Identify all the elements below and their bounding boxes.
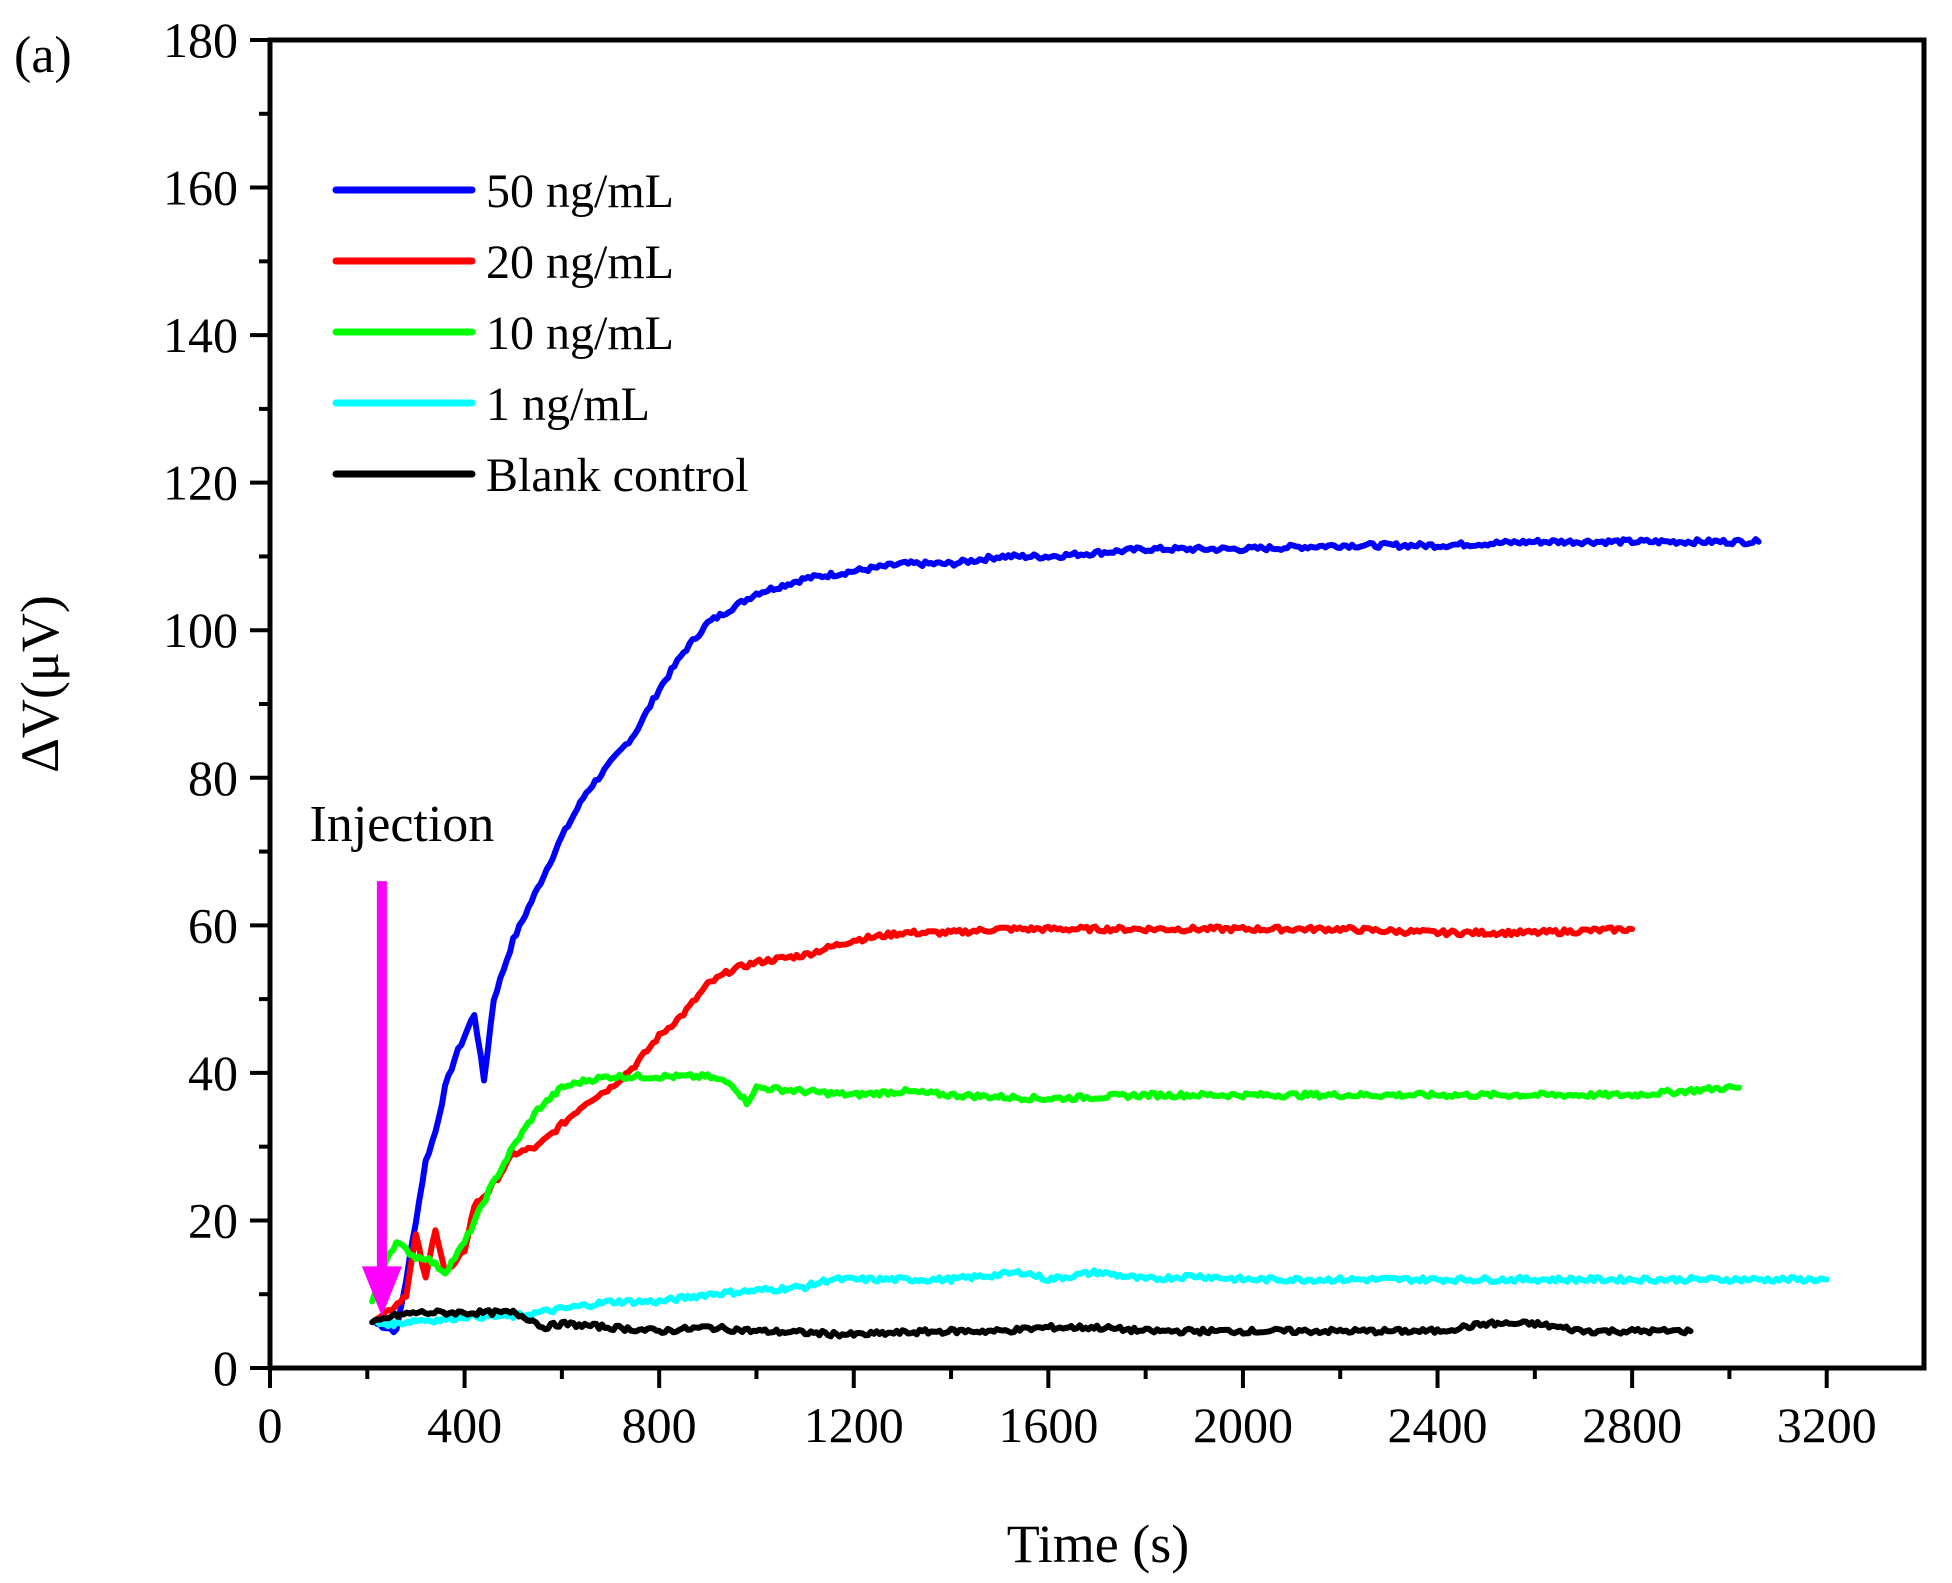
x-tick-label: 1600	[998, 1397, 1098, 1453]
x-tick-label: 400	[427, 1397, 502, 1453]
y-tick-label: 100	[163, 602, 238, 658]
y-tick-label: 120	[163, 455, 238, 511]
series-line-10-ng-ml	[369, 1071, 1743, 1305]
injection-label: Injection	[309, 796, 494, 853]
x-tick-label: 3200	[1777, 1397, 1877, 1453]
y-tick-label: 0	[213, 1340, 238, 1396]
series-line-20-ng-ml	[374, 923, 1636, 1322]
legend-label: 1 ng/mL	[486, 378, 650, 431]
x-tick-label: 2800	[1582, 1397, 1682, 1453]
y-tick-label: 160	[163, 160, 238, 216]
injection-arrow-head	[361, 1266, 402, 1317]
series-line-blank-control	[369, 1307, 1694, 1340]
y-tick-label: 40	[188, 1045, 238, 1101]
x-tick-label: 0	[258, 1397, 283, 1453]
x-tick-label: 2400	[1388, 1397, 1488, 1453]
x-tick-label: 800	[622, 1397, 697, 1453]
y-axis-title: ΔV(μV)	[10, 595, 70, 773]
y-tick-label: 180	[163, 12, 238, 68]
series-layer	[369, 536, 1830, 1340]
x-axis-title: Time (s)	[1007, 1514, 1190, 1574]
x-tick-label: 2000	[1193, 1397, 1293, 1453]
axes-layer: 0 400 800 1200 1600 2000 2400 2800 3200 0 20 40 60 80…	[163, 12, 1927, 1453]
y-tick-label: 80	[188, 750, 238, 806]
legend-label: 50 ng/mL	[486, 165, 674, 218]
y-tick-label: 60	[188, 897, 238, 953]
series-line-1-ng-ml	[374, 1267, 1830, 1330]
annotation-layer: Injection	[309, 796, 494, 1317]
x-tick-label: 1200	[804, 1397, 904, 1453]
series-line-50-ng-ml	[374, 536, 1762, 1336]
y-tick-label: 140	[163, 307, 238, 363]
y-tick-label: 20	[188, 1192, 238, 1248]
legend-label: Blank control	[486, 449, 749, 502]
panel-label: (a)	[14, 27, 72, 84]
legend: 50 ng/mL 20 ng/mL 10 ng/mL 1 ng/mL Blank con…	[332, 165, 749, 502]
legend-label: 20 ng/mL	[486, 236, 674, 289]
legend-label: 10 ng/mL	[486, 307, 674, 360]
